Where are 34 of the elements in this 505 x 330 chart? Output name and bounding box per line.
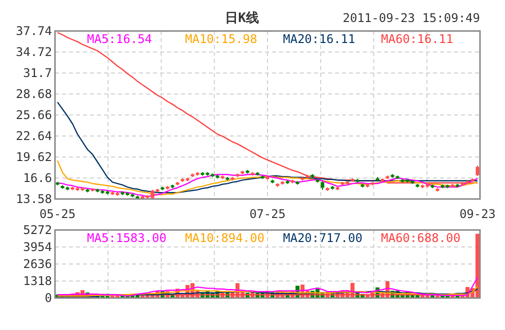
y-tick-label: 28.68 (16, 87, 52, 101)
text: MA20:16.11 (283, 32, 356, 46)
x-tick-label: 07-25 (249, 207, 286, 221)
candlestick (476, 164, 480, 176)
y-tick-label: 2636 (23, 257, 52, 271)
text: MA10:15.98 (185, 32, 258, 46)
y-tick-label: 31.7 (23, 66, 52, 80)
y-tick-label: 3954 (23, 240, 52, 254)
text: MA60:688.00 (381, 231, 460, 245)
text: MA20:717.00 (283, 231, 362, 245)
y-tick-label: 5272 (23, 223, 52, 237)
y-tick-label: 34.72 (16, 45, 52, 59)
line-series (56, 160, 478, 196)
x-tick-label: 09-23 (459, 207, 496, 221)
y-tick-label: 37.74 (16, 24, 52, 38)
y-tick-label: 25.66 (16, 108, 52, 122)
x-tick-label: 05-25 (39, 207, 76, 221)
y-tick-label: 0 (44, 291, 52, 305)
line-series (56, 286, 478, 297)
line-series (56, 102, 478, 194)
text: MA60:16.11 (381, 32, 454, 46)
text: 2011-09-23 15:09:49 (342, 11, 480, 25)
chart-title: 日K线 (225, 11, 259, 26)
line-series (56, 276, 478, 297)
y-tick-label: 16.6 (23, 171, 52, 185)
y-tick-label: 19.62 (16, 150, 52, 164)
line-series (56, 32, 478, 184)
text: MA5:1583.00 (87, 231, 166, 245)
y-tick-label: 13.58 (16, 192, 52, 206)
text: MA5:16.54 (87, 32, 152, 46)
y-tick-label: 1318 (23, 274, 52, 288)
text: MA10:894.00 (185, 231, 264, 245)
y-tick-label: 22.64 (16, 129, 52, 143)
line-series (56, 174, 478, 198)
